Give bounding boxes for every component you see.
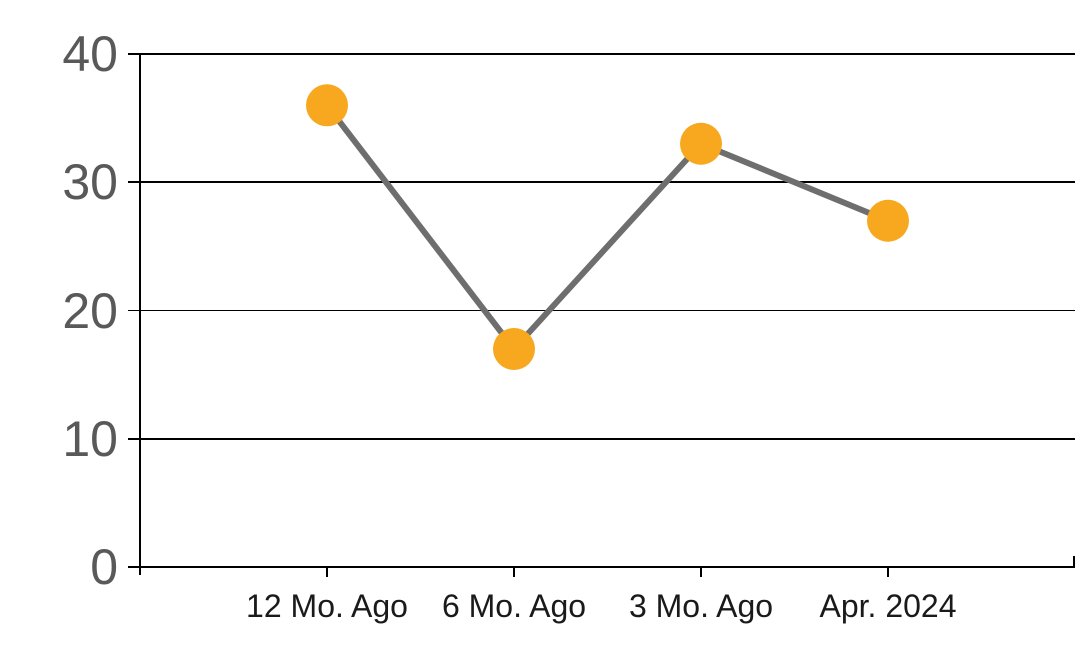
data-point-marker-12 Mo. Ago <box>306 84 348 127</box>
gridline-y-30 <box>128 181 1075 184</box>
series-connector-line <box>324 103 890 354</box>
y-axis-tick-label: 0 <box>90 539 118 595</box>
y-axis-tick-label: 30 <box>62 154 118 211</box>
gridline-y-10 <box>128 437 1075 440</box>
x-axis-category-label: 12 Mo. Ago <box>246 588 408 624</box>
x-axis-tick <box>326 567 328 577</box>
y-axis-tick-label: 20 <box>62 282 118 339</box>
x-axis-tick <box>513 567 515 577</box>
y-axis-tick-label: 40 <box>62 26 118 82</box>
data-point-marker-Apr. 2024 <box>867 199 909 242</box>
x-axis-category-label: 3 Mo. Ago <box>628 588 774 624</box>
x-axis-tick <box>887 567 889 577</box>
x-axis-tick <box>700 567 702 577</box>
x-axis-category-label: 6 Mo. Ago <box>441 588 587 624</box>
gridline-y-20 <box>128 309 1075 312</box>
x-axis-end-tick <box>1073 556 1075 567</box>
y-axis-line <box>139 54 141 575</box>
gridline-y-40 <box>128 53 1075 55</box>
x-axis-category-label: Apr. 2024 <box>819 588 957 624</box>
y-axis-tick-label: 10 <box>62 410 118 467</box>
gridline-y-0 <box>128 566 1075 568</box>
data-point-marker-3 Mo. Ago <box>680 122 722 165</box>
data-point-marker-6 Mo. Ago <box>493 327 535 370</box>
